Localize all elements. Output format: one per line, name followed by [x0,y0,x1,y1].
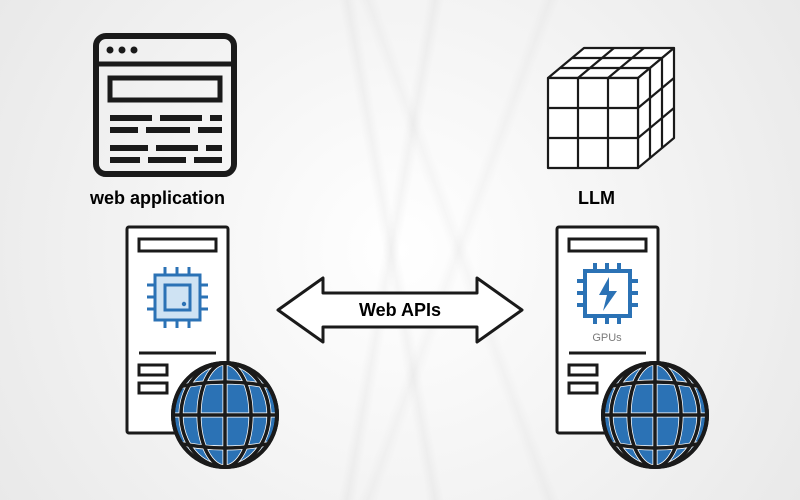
globe-right-icon [598,358,712,472]
llm-label: LLM [578,188,615,209]
bidirectional-arrow-icon: Web APIs [275,275,525,345]
arrow-label: Web APIs [359,300,441,320]
globe-left-icon [168,358,282,472]
gpu-chip-label: GPUs [592,332,622,344]
web-application-label: web application [90,188,225,209]
diagram-stage: web application [0,0,800,500]
browser-window-icon [90,30,240,180]
cube-3d-icon [520,20,680,180]
